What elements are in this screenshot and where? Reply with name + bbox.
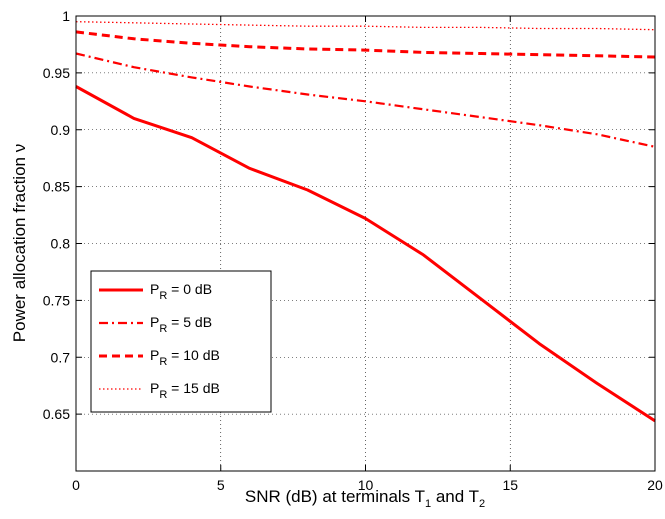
- y-axis-label: Power allocation fraction ν: [10, 144, 29, 342]
- legend-label-sub: R: [159, 323, 167, 335]
- x-axis-label-mid: and T: [431, 487, 479, 506]
- x-tick-label: 0: [72, 477, 80, 493]
- legend-label-0: PR = 0 dB: [150, 281, 212, 302]
- series-line-3: [75, 21, 656, 31]
- legend-label-sub: R: [159, 356, 167, 368]
- x-axis-label-sub1: 1: [425, 498, 431, 510]
- legend-box: [90, 270, 272, 413]
- y-tick-label: 0.8: [51, 236, 71, 252]
- x-tick-label: 15: [502, 477, 518, 493]
- x-axis-label-main: SNR (dB) at terminals T: [245, 487, 425, 506]
- legend-label-prefix: P: [150, 281, 159, 297]
- legend-label-3: PR = 15 dB: [150, 380, 220, 401]
- x-tick-label: 5: [217, 477, 225, 493]
- x-axis-label: SNR (dB) at terminals T1 and T2: [245, 487, 485, 510]
- legend-label-prefix: P: [150, 314, 159, 330]
- y-tick-label: 0.75: [43, 292, 70, 308]
- legend-label-prefix: P: [150, 380, 159, 396]
- series-line-1: [75, 52, 656, 148]
- x-tick-label: 20: [647, 477, 663, 493]
- legend-label-suffix: = 15 dB: [167, 380, 220, 396]
- legend-label-sub: R: [159, 290, 167, 302]
- y-tick-label: 0.9: [51, 122, 71, 138]
- y-tick-label: 0.95: [43, 65, 70, 81]
- legend-label-1: PR = 5 dB: [150, 314, 212, 335]
- series-line-2: [75, 30, 656, 59]
- y-tick-label: 0.65: [43, 406, 70, 422]
- legend-label-prefix: P: [150, 347, 159, 363]
- legend-label-sub: R: [159, 389, 167, 401]
- series-line-0: [75, 85, 656, 423]
- y-tick-label: 0.7: [51, 349, 71, 365]
- legend-label-suffix: = 0 dB: [167, 281, 212, 297]
- x-axis-label-sub2: 2: [479, 498, 485, 510]
- y-tick-label: 1: [62, 8, 70, 24]
- x-tick-label: 10: [358, 477, 374, 493]
- legend-label-suffix: = 10 dB: [167, 347, 220, 363]
- axis-ticks: 0 5 10 15 20 0.65 0.7 0.75 0.8 0.85 0.9 0.95 1: [43, 8, 663, 493]
- y-tick-label: 0.85: [43, 179, 70, 195]
- legend-label-2: PR = 10 dB: [150, 347, 220, 368]
- legend-label-suffix: = 5 dB: [167, 314, 212, 330]
- series-lines: [75, 21, 656, 423]
